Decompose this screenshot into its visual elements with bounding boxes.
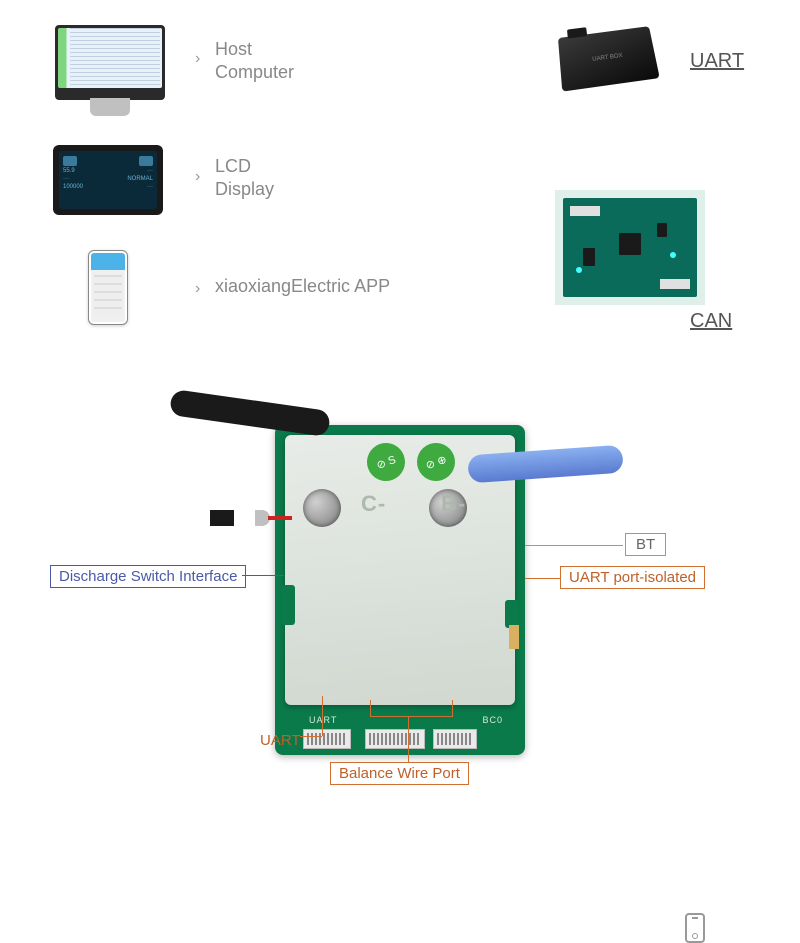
balance-connector-2 — [433, 729, 477, 749]
leader-line — [300, 736, 322, 737]
phone-device — [88, 250, 128, 325]
discharge-callout: Discharge Switch Interface — [50, 565, 246, 588]
leader-line — [408, 716, 409, 762]
bt-callout: BT — [625, 533, 666, 556]
sensor-wire — [268, 516, 292, 520]
uart-iso-callout: UART port-isolated — [560, 566, 705, 589]
cable-black — [169, 389, 331, 437]
chevron-icon: › — [195, 168, 200, 186]
leader-line — [370, 700, 371, 716]
leader-line — [525, 578, 560, 579]
temp-sensor — [210, 510, 270, 526]
uart-module — [558, 26, 660, 92]
leader-line — [370, 716, 453, 717]
uart-bottom-label: UART — [260, 732, 301, 749]
leader-line — [322, 696, 323, 736]
uart-connector — [303, 729, 351, 749]
leader-line — [242, 575, 284, 576]
app-label: xiaoxiangElectric APP — [215, 275, 390, 298]
leader-line — [525, 545, 623, 546]
chevron-icon: › — [195, 280, 200, 298]
can-module — [555, 190, 705, 305]
phone-outline-icon — [685, 913, 705, 943]
uart-link-label: UART — [690, 50, 744, 73]
side-connector — [509, 625, 519, 649]
monitor-device — [55, 25, 165, 116]
can-link-label: CAN — [690, 310, 732, 333]
balance-connector-1 — [365, 729, 425, 749]
leader-line — [452, 700, 453, 716]
lcd-display-label: LCD Display — [215, 155, 274, 202]
lcd-device: 55.9··· ···NORMAL 100000··· — [53, 145, 163, 215]
balance-callout: Balance Wire Port — [330, 762, 469, 785]
host-computer-label: Host Computer — [215, 38, 294, 85]
chevron-icon: › — [195, 50, 200, 68]
